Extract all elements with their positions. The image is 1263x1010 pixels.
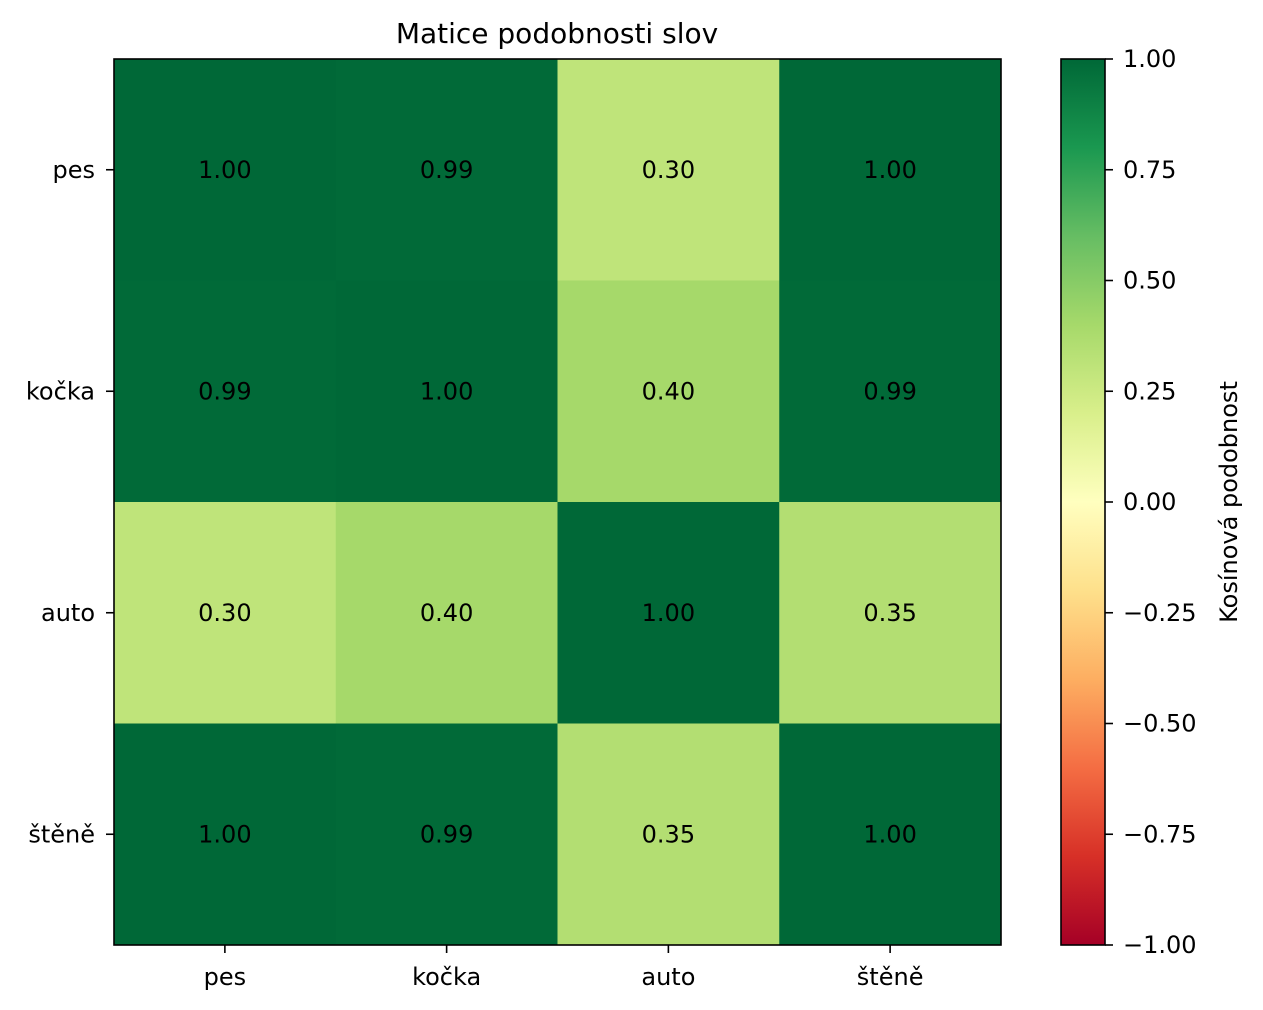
cell-value-label: 0.99 [420,156,473,184]
x-tick-label: kočka [412,963,481,991]
cell-value-label: 0.40 [642,377,695,405]
cell-value-label: 1.00 [420,377,473,405]
x-tick-label: štěně [857,963,924,991]
y-tick-label: auto [41,599,95,627]
cell-value-label: 0.40 [420,599,473,627]
y-axis: pes kočka auto štěně [26,156,114,849]
cell-value-label: 0.35 [642,820,695,848]
cell-value-label: 0.99 [198,377,251,405]
cell-value-label: 0.30 [198,599,251,627]
colorbar-tick-label: 1.00 [1123,45,1176,73]
colorbar-tick-label: −0.50 [1123,710,1197,738]
x-tick-label: pes [204,963,247,991]
cell-value-label: 0.99 [420,820,473,848]
colorbar-tick-label: 0.00 [1123,488,1176,516]
x-tick-label: auto [641,963,695,991]
colorbar-tick-label: 0.75 [1123,156,1176,184]
heatmap-cells [114,59,1002,946]
y-tick-label: kočka [26,377,95,405]
colorbar: 1.00 0.75 0.50 0.25 0.00 −0.25 −0.50 −0.75 −1.00… [1061,45,1243,959]
cell-value-label: 0.99 [863,377,916,405]
cell-value-label: 1.00 [863,820,916,848]
colorbar-tick-label: −0.75 [1123,820,1197,848]
colorbar-tick-label: −1.00 [1123,931,1197,959]
cell-value-label: 0.35 [863,599,916,627]
cell-value-label: 1.00 [642,599,695,627]
colorbar-tick-label: −0.25 [1123,599,1197,627]
colorbar-gradient [1061,59,1105,945]
y-tick-label: štěně [28,820,95,848]
cell-value-label: 1.00 [198,156,251,184]
colorbar-label: Kosínová podobnost [1215,381,1243,623]
colorbar-tick-label: 0.25 [1123,377,1176,405]
heatmap-chart: Matice podobnosti slov 1.00 0.99 0.30 1.00 0… [0,0,1263,1010]
cell-value-label: 0.30 [642,156,695,184]
y-tick-label: pes [52,156,95,184]
x-axis: pes kočka auto štěně [204,945,924,991]
cell-value-label: 1.00 [198,820,251,848]
colorbar-tick-label: 0.50 [1123,267,1176,295]
colorbar-ticks: 1.00 0.75 0.50 0.25 0.00 −0.25 −0.50 −0.75 −1.00 [1105,45,1197,959]
chart-title: Matice podobnosti slov [396,17,718,50]
cell-value-label: 1.00 [863,156,916,184]
